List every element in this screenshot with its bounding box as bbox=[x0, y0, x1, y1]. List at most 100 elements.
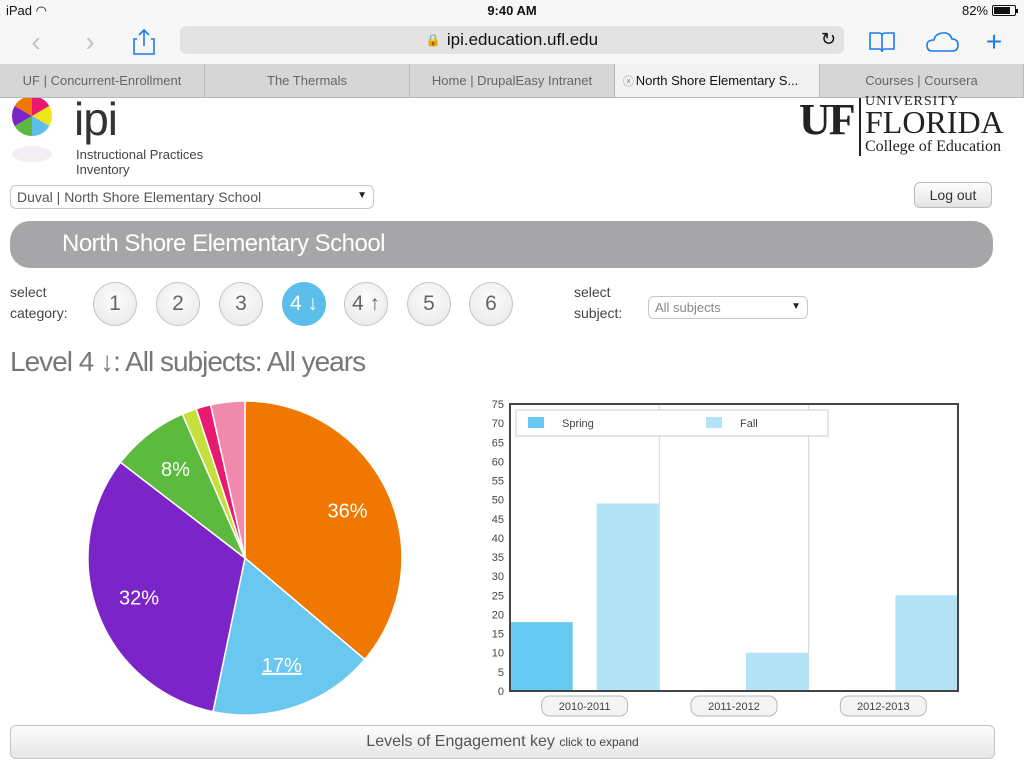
tab-label: The Thermals bbox=[267, 73, 347, 88]
reload-icon[interactable]: ↻ bbox=[820, 29, 836, 49]
device-label: iPad ◠ bbox=[6, 3, 47, 18]
category-button-4-down[interactable]: 4 ↓ bbox=[282, 282, 326, 326]
tab-label: Courses | Coursera bbox=[865, 73, 978, 88]
y-tick-label: 10 bbox=[492, 648, 504, 660]
uf-university: UNIVERSITY bbox=[865, 94, 959, 109]
pie-slice[interactable] bbox=[209, 400, 246, 559]
uf-florida: FLORIDA bbox=[865, 104, 1004, 140]
pie-slice[interactable] bbox=[212, 556, 366, 716]
back-icon[interactable]: ‹ bbox=[31, 26, 41, 57]
legend-box bbox=[515, 409, 829, 437]
engagement-key-expander[interactable]: Levels of Engagement key click to expand bbox=[10, 725, 995, 759]
category-label: select category: bbox=[10, 282, 68, 324]
school-name: North Shore Elementary School bbox=[62, 230, 386, 257]
category-pill bbox=[839, 695, 927, 717]
x-category-label: 2012-2013 bbox=[857, 701, 910, 713]
category-button-2[interactable]: 2 bbox=[156, 282, 200, 326]
forward-icon[interactable]: › bbox=[85, 26, 95, 57]
tab-drupaleasy-intranet[interactable]: Home | DrupalEasy Intranet bbox=[410, 64, 615, 97]
address-bar[interactable]: 🔒 ipi.education.ufl.edu ↻ bbox=[180, 26, 844, 54]
pie-slice-label: 8% bbox=[161, 459, 190, 481]
level-heading: Level 4 ↓: All subjects: All years bbox=[10, 346, 366, 377]
legend-swatch bbox=[528, 417, 544, 428]
school-select[interactable]: Duval | North Shore Elementary School ▼ bbox=[10, 185, 374, 209]
uf-mark: UF bbox=[799, 95, 856, 144]
bar-fall[interactable] bbox=[596, 503, 660, 691]
pie-slice[interactable] bbox=[244, 400, 403, 661]
subject-label-line1: select bbox=[574, 284, 611, 300]
y-tick-label: 15 bbox=[492, 629, 504, 641]
ipi-logo-text: ipi bbox=[74, 93, 118, 145]
tab-label: UF | Concurrent-Enrollment bbox=[22, 73, 182, 88]
y-tick-label: 40 bbox=[492, 533, 504, 545]
legend-swatch bbox=[706, 417, 722, 428]
close-tab-icon[interactable]: ⓧ bbox=[623, 75, 634, 88]
y-tick-label: 55 bbox=[492, 476, 504, 488]
engagement-key-hint: click to expand bbox=[559, 735, 639, 749]
tab-coursera[interactable]: Courses | Coursera bbox=[820, 64, 1024, 97]
lock-icon: 🔒 bbox=[425, 33, 441, 47]
pie-slice-label: 36% bbox=[328, 500, 368, 522]
url-text: ipi.education.ufl.edu bbox=[446, 30, 599, 49]
category-button-6[interactable]: 6 bbox=[469, 282, 513, 326]
ipi-subtitle: Instructional Practices Inventory bbox=[76, 147, 204, 177]
x-category-label: 2011-2012 bbox=[708, 701, 760, 713]
y-tick-label: 70 bbox=[492, 418, 504, 430]
category-button-4-up[interactable]: 4 ↑ bbox=[344, 282, 388, 326]
uf-logo-divider bbox=[859, 98, 861, 156]
category-button-5[interactable]: 5 bbox=[407, 282, 451, 326]
subject-select-value: All subjects bbox=[655, 300, 721, 315]
bar-fall[interactable] bbox=[895, 595, 958, 691]
battery-status: 82% bbox=[961, 3, 1018, 18]
ipi-pie-logo-icon bbox=[12, 96, 52, 162]
pie-slice-label: 17% bbox=[262, 655, 302, 677]
battery-icon bbox=[992, 5, 1018, 16]
new-tab-icon[interactable]: + bbox=[985, 26, 1003, 57]
y-tick-label: 75 bbox=[492, 399, 504, 411]
bookmarks-icon[interactable] bbox=[866, 26, 898, 58]
icloud-tabs-icon[interactable] bbox=[922, 26, 962, 58]
engagement-key-label: Levels of Engagement key bbox=[366, 733, 555, 750]
pie-slice-label: 32% bbox=[119, 587, 159, 609]
tab-north-shore-elementary[interactable]: ⓧ North Shore Elementary S... bbox=[615, 64, 820, 97]
tab-uf-concurrent-enrollment[interactable]: UF | Concurrent-Enrollment bbox=[0, 64, 205, 97]
bar-spring[interactable] bbox=[510, 622, 573, 691]
logout-button[interactable]: Log out bbox=[914, 182, 992, 208]
category-button-3[interactable]: 3 bbox=[219, 282, 263, 326]
tab-bar: UF | Concurrent-Enrollment The Thermals … bbox=[0, 64, 1024, 98]
wifi-icon: ◠ bbox=[35, 3, 47, 18]
dropdown-arrow-icon: ▼ bbox=[791, 301, 801, 312]
share-icon[interactable] bbox=[128, 26, 160, 58]
tab-the-thermals[interactable]: The Thermals bbox=[205, 64, 410, 97]
uf-college: College of Education bbox=[865, 138, 1001, 155]
battery-percent: 82% bbox=[961, 3, 988, 18]
y-tick-label: 5 bbox=[498, 667, 504, 679]
y-tick-label: 0 bbox=[498, 686, 504, 698]
y-tick-label: 65 bbox=[492, 437, 504, 449]
x-category-label: 2010-2011 bbox=[559, 701, 611, 713]
school-select-value: Duval | North Shore Elementary School bbox=[17, 189, 262, 205]
subject-select[interactable]: All subjects ▼ bbox=[648, 296, 808, 319]
category-label-line1: select bbox=[10, 284, 47, 300]
subject-label-line2: subject: bbox=[574, 305, 623, 321]
status-bar: iPad ◠ 9:40 AM 82% bbox=[0, 0, 1024, 22]
category-button-1[interactable]: 1 bbox=[93, 282, 137, 326]
pie-slice[interactable] bbox=[87, 461, 246, 713]
engagement-pie-chart: 36% 17% 32% 8% bbox=[87, 400, 403, 716]
y-tick-label: 50 bbox=[492, 495, 504, 507]
dropdown-arrow-icon: ▼ bbox=[357, 190, 367, 201]
y-tick-label: 45 bbox=[492, 514, 504, 526]
battery-fill bbox=[994, 7, 1011, 14]
school-banner: North Shore Elementary School bbox=[10, 221, 993, 268]
category-pill bbox=[541, 695, 629, 717]
ipi-logo: ipi Instructional Practices Inventory bbox=[10, 93, 250, 177]
legend-label: Spring bbox=[562, 418, 594, 430]
category-label-line2: category: bbox=[10, 305, 68, 321]
clock: 9:40 AM bbox=[487, 3, 537, 18]
browser-toolbar: ‹ › 🔒 ipi.education.ufl.edu ↻ + bbox=[0, 22, 1024, 64]
tab-label: Home | DrupalEasy Intranet bbox=[431, 73, 593, 88]
y-tick-label: 25 bbox=[492, 590, 504, 602]
engagement-bar-chart: 0 5 10 15 20 25 30 35 40 45 50 55 60 65 70 75 2010-2011 2… bbox=[492, 399, 959, 717]
bar-fall[interactable] bbox=[746, 652, 809, 691]
plot-frame bbox=[509, 403, 959, 692]
